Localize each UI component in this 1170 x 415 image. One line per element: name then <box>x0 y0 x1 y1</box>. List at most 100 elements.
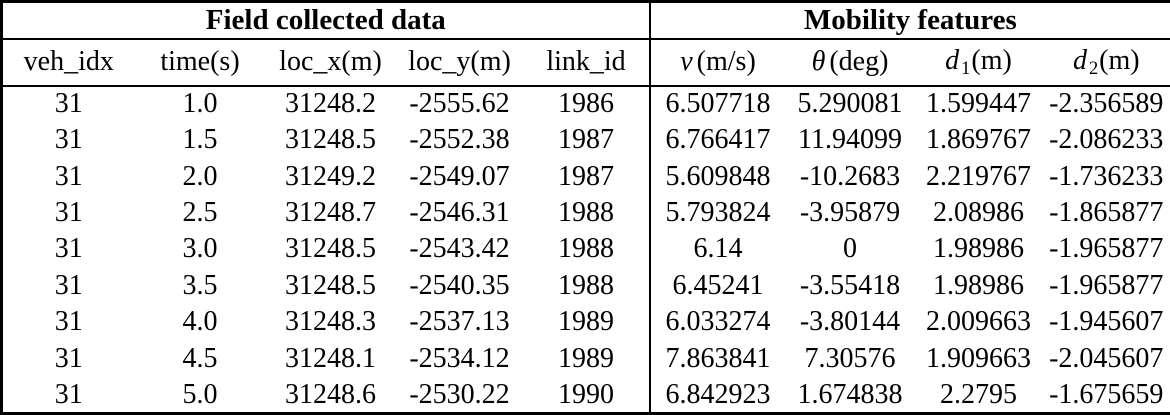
group-header-row: Field collected data Mobility features <box>1 1 1170 40</box>
table-cell: -3.80144 <box>799 306 901 338</box>
table-cell: 1.0 <box>182 88 218 120</box>
table-cell: -2549.07 <box>409 160 510 192</box>
table-cell: 1988 <box>523 267 651 305</box>
column-header-d2: d 2(m) <box>1042 38 1170 87</box>
table-cell: 7.30576 <box>804 342 896 374</box>
table-cell: 2.009663 <box>926 306 1032 338</box>
table-cell: 1.869767 <box>926 124 1032 156</box>
table-cell: 31248.1 <box>285 342 376 374</box>
table-cell: 11.94099 <box>798 124 902 156</box>
unit-label: (m) <box>1099 45 1140 77</box>
table-cell: 2.219767 <box>926 160 1032 192</box>
column-header-time: time(s) <box>134 38 266 87</box>
table-cell: -2.045607 <box>1049 342 1164 374</box>
variable-symbol: θ <box>811 46 826 77</box>
table-cell: 1990 <box>523 377 651 414</box>
table-row: 31 4.5 31248.1 -2534.12 1989 7.863841 7.30576 1… <box>2 340 1170 377</box>
table-cell: 1986 <box>523 85 651 122</box>
column-header-row: veh_idx time(s) loc_x(m) loc_y(m) link_i… <box>1 38 1170 87</box>
table-cell: -1.965877 <box>1049 233 1164 265</box>
column-header-loc-x: loc_x(m) <box>265 38 396 87</box>
table-cell: 3.5 <box>182 269 218 301</box>
table-cell: 31 <box>54 342 83 374</box>
table-cell: 1.5 <box>182 124 218 156</box>
table-cell: -1.736233 <box>1049 160 1164 192</box>
table-cell: 5.0 <box>182 378 218 410</box>
table-cell: 31248.5 <box>285 269 376 301</box>
table-cell: 1.98986 <box>933 233 1025 265</box>
table-cell: -2.086233 <box>1049 124 1164 156</box>
table-cell: 31 <box>54 378 83 410</box>
table-cell: 31 <box>54 306 83 338</box>
unit-label: (m/s) <box>696 46 756 77</box>
column-header-theta: θ (deg) <box>785 38 915 87</box>
table-row: 31 5.0 31248.6 -2530.22 1990 6.842923 1.674838… <box>2 377 1170 414</box>
table-cell: 31248.5 <box>285 233 376 265</box>
table-cell: 31 <box>54 233 83 265</box>
table-row: 31 3.5 31248.5 -2540.35 1988 6.45241 -3.55418 1… <box>2 267 1170 305</box>
table-cell: 1.98986 <box>933 269 1025 301</box>
column-header-v: v (m/s) <box>649 38 786 87</box>
table-row: 31 2.5 31248.7 -2546.31 1988 5.793824 -3.95879… <box>2 194 1170 232</box>
table-cell: -2537.13 <box>409 306 510 338</box>
table-cell: 0 <box>843 233 858 265</box>
table-row: 31 3.0 31248.5 -2543.42 1988 6.14 0 1.98986 -1.9… <box>2 231 1170 268</box>
table-cell: 6.033274 <box>665 306 771 338</box>
table-cell: -10.2683 <box>799 160 901 192</box>
table-cell: 31248.5 <box>285 124 376 156</box>
table-cell: 31 <box>54 269 83 301</box>
table-cell: -1.965877 <box>1049 269 1164 301</box>
table-cell: 31248.3 <box>285 306 376 338</box>
variable-symbol: v <box>680 46 693 77</box>
column-header-d1: d 1(m) <box>914 38 1043 87</box>
table-cell: 31248.2 <box>285 88 376 120</box>
column-header-loc-y: loc_y(m) <box>395 38 524 87</box>
subscript: 2 <box>1088 57 1099 78</box>
variable-symbol: d <box>945 45 960 77</box>
table-cell: -2540.35 <box>409 269 510 301</box>
table-cell: 6.14 <box>693 233 743 265</box>
group-header-field-collected-data: Field collected data <box>1 1 651 40</box>
table-cell: 1.909663 <box>926 342 1032 374</box>
table-cell: -2530.22 <box>409 378 510 410</box>
table-cell: 2.0 <box>182 160 218 192</box>
table-cell: 31 <box>54 197 83 229</box>
table-cell: 6.45241 <box>672 269 764 301</box>
table-row: 31 1.5 31248.5 -2552.38 1987 6.766417 11.94099… <box>2 121 1170 159</box>
table-row: 31 4.0 31248.3 -2537.13 1989 6.033274 -3.80144… <box>2 304 1170 341</box>
table-cell: 6.842923 <box>665 378 771 410</box>
table-row: 31 2.0 31249.2 -2549.07 1987 5.609848 -10.2683… <box>2 158 1170 195</box>
table-cell: 31248.7 <box>285 197 376 229</box>
table-cell: 31 <box>54 160 83 192</box>
table-cell: 31248.6 <box>285 378 376 410</box>
table-cell: 1988 <box>523 231 651 268</box>
table-cell: 31249.2 <box>285 160 376 192</box>
table-cell: 7.863841 <box>665 342 771 374</box>
table-cell: 1.599447 <box>926 88 1032 120</box>
table-cell: -2555.62 <box>409 88 510 120</box>
table-cell: 4.5 <box>182 342 218 374</box>
column-header-veh-idx: veh_idx <box>1 38 135 87</box>
table-row: 31 1.0 31248.2 -2555.62 1986 6.507718 5.290081… <box>2 85 1170 122</box>
table-cell: 5.793824 <box>665 197 771 229</box>
table-cell: 1989 <box>523 340 651 377</box>
table-cell: 31 <box>54 88 83 120</box>
table-head: Field collected data Mobility features v… <box>1 1 1170 87</box>
table-cell: 31 <box>54 124 83 156</box>
table-body: 31 1.0 31248.2 -2555.62 1986 6.507718 5.290081… <box>2 85 1170 414</box>
table-cell: 1.674838 <box>797 378 903 410</box>
table-cell: 1989 <box>523 304 651 341</box>
table-cell: -2552.38 <box>409 124 510 156</box>
unit-label: (deg) <box>829 46 889 77</box>
unit-label: (m) <box>971 45 1012 77</box>
table-cell: -3.95879 <box>799 197 901 229</box>
table-cell: -1.675659 <box>1049 378 1164 410</box>
table-cell: 1987 <box>523 158 651 195</box>
table-cell: 5.290081 <box>797 88 903 120</box>
table-cell: -3.55418 <box>799 269 901 301</box>
column-header-link-id: link_id <box>523 38 651 87</box>
table-cell: 2.08986 <box>933 197 1025 229</box>
table-cell: -2546.31 <box>409 197 510 229</box>
